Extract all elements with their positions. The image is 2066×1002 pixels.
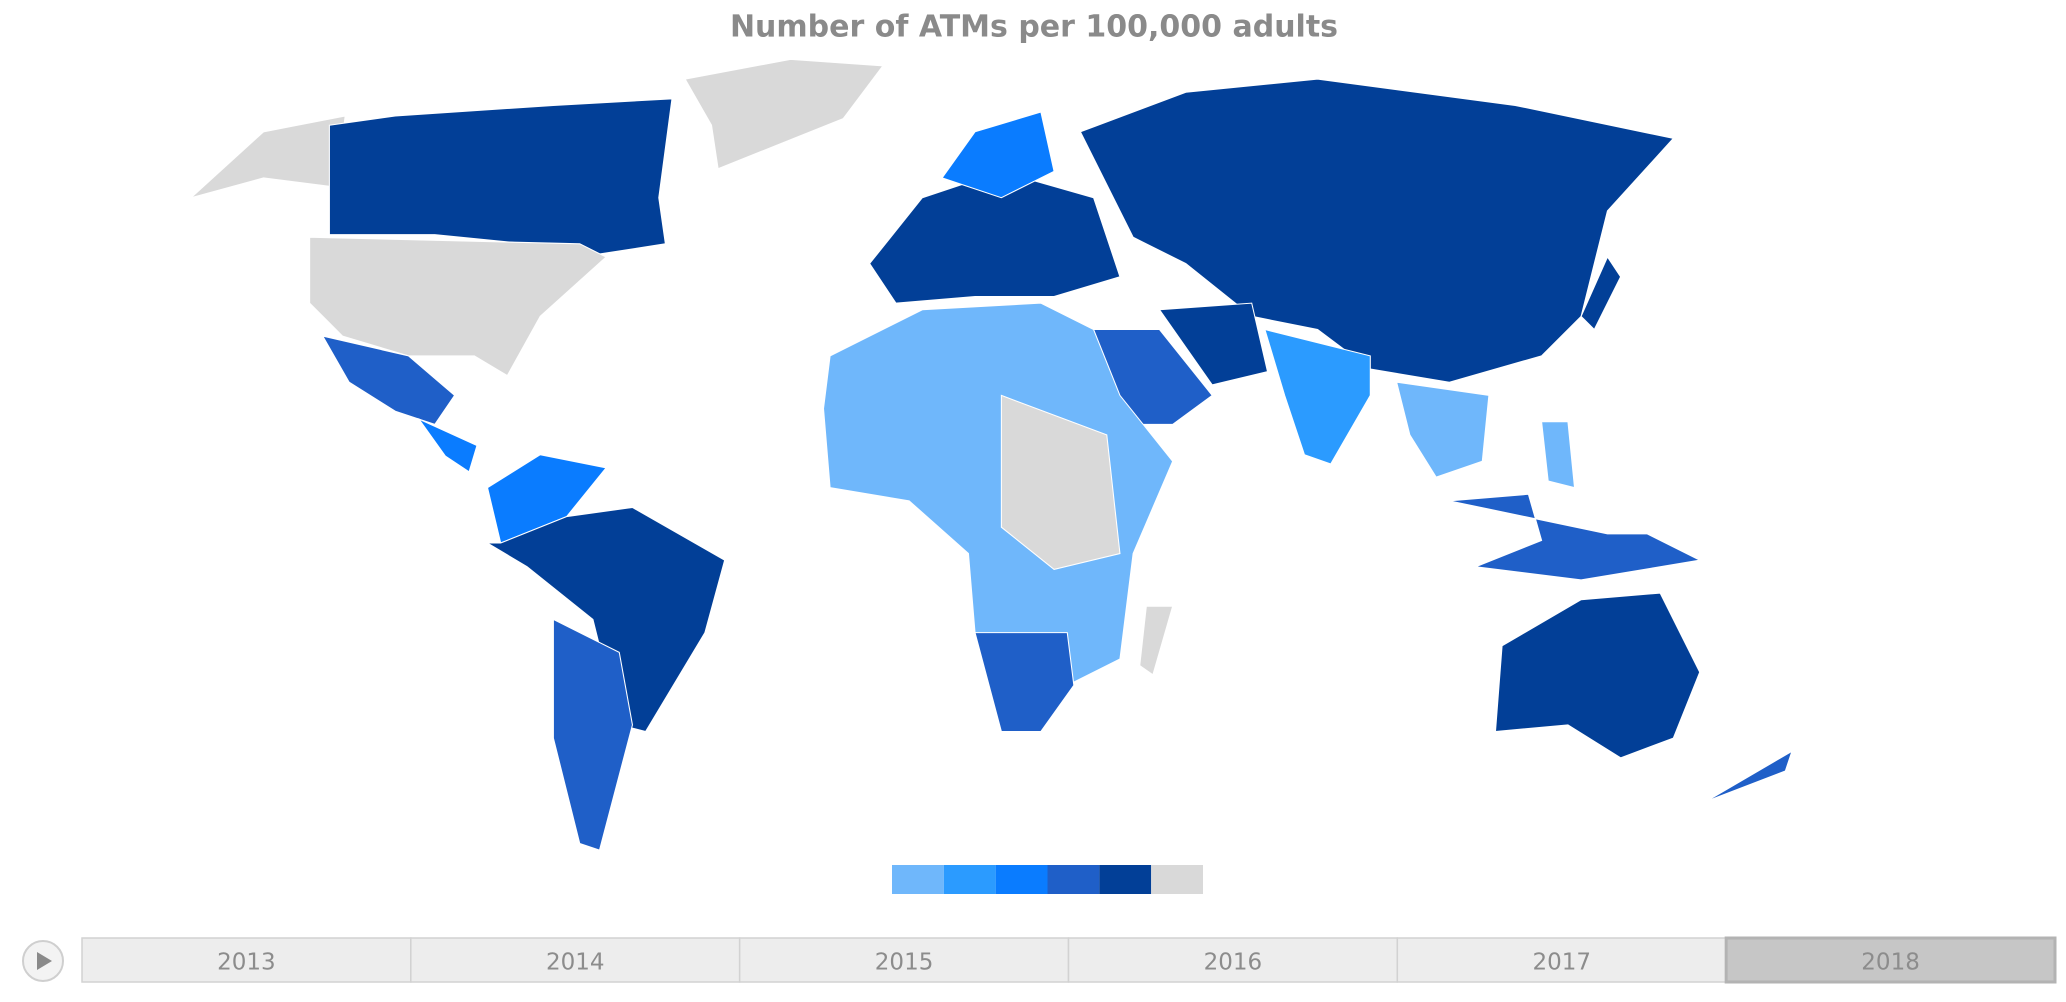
year-segment[interactable]	[410, 937, 741, 983]
new-zealand	[1706, 750, 1793, 802]
legend	[892, 865, 1203, 894]
mexico	[321, 335, 456, 426]
australia	[1494, 592, 1701, 759]
legend-swatch[interactable]	[943, 865, 996, 894]
year-segment[interactable]	[1396, 937, 1727, 983]
colombia-venezuela	[486, 454, 608, 544]
year-label: 2014	[546, 950, 605, 976]
japan	[1580, 255, 1622, 331]
year-label: 2016	[1204, 950, 1263, 976]
world-map	[190, 58, 1793, 851]
scandinavia	[941, 111, 1055, 199]
usa	[309, 236, 608, 377]
southeast-asia	[1395, 381, 1490, 478]
play-icon	[37, 952, 52, 970]
legend-swatch[interactable]	[1099, 865, 1152, 894]
india	[1264, 328, 1371, 465]
timeline: 2013 2014 2015 2016 2017 2018	[22, 936, 2057, 984]
alaska	[190, 115, 346, 199]
central-africa	[1000, 394, 1121, 570]
europe	[868, 170, 1121, 304]
central-america	[417, 417, 478, 473]
year-segment[interactable]	[1724, 936, 2057, 984]
legend-swatch[interactable]	[1151, 865, 1203, 894]
year-label: 2018	[1861, 950, 1920, 976]
legend-swatch[interactable]	[995, 865, 1048, 894]
year-segment[interactable]	[81, 937, 412, 983]
brazil	[485, 506, 726, 733]
year-segment[interactable]	[1067, 937, 1399, 983]
greenland	[684, 58, 884, 170]
year-label: 2013	[217, 950, 276, 976]
argentina-chile	[552, 618, 633, 851]
indonesia	[1449, 493, 1702, 581]
legend-swatch[interactable]	[892, 865, 944, 894]
iran	[1158, 302, 1269, 386]
legend-swatch[interactable]	[1047, 865, 1100, 894]
southern-africa	[974, 632, 1075, 733]
map-title: Number of ATMs per 100,000 adults	[730, 10, 1338, 45]
russia-china	[1079, 78, 1675, 383]
canada	[328, 98, 673, 258]
madagascar	[1139, 605, 1174, 676]
philippines	[1541, 421, 1576, 489]
year-label: 2017	[1532, 950, 1591, 976]
year-label: 2015	[875, 950, 934, 976]
